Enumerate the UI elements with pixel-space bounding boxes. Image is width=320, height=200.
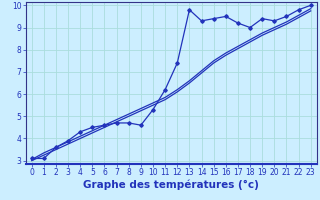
X-axis label: Graphe des températures (°c): Graphe des températures (°c): [83, 180, 259, 190]
